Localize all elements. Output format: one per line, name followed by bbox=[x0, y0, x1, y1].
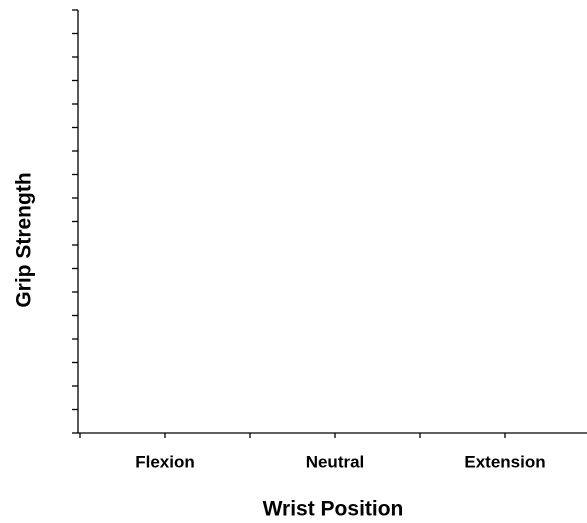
x-axis-title: Wrist Position bbox=[263, 498, 404, 521]
x-tick-label: Neutral bbox=[306, 452, 365, 471]
x-tick-label: Flexion bbox=[135, 452, 195, 471]
x-tick-label: Extension bbox=[464, 452, 545, 471]
y-axis-title: Grip Strength bbox=[13, 172, 36, 307]
